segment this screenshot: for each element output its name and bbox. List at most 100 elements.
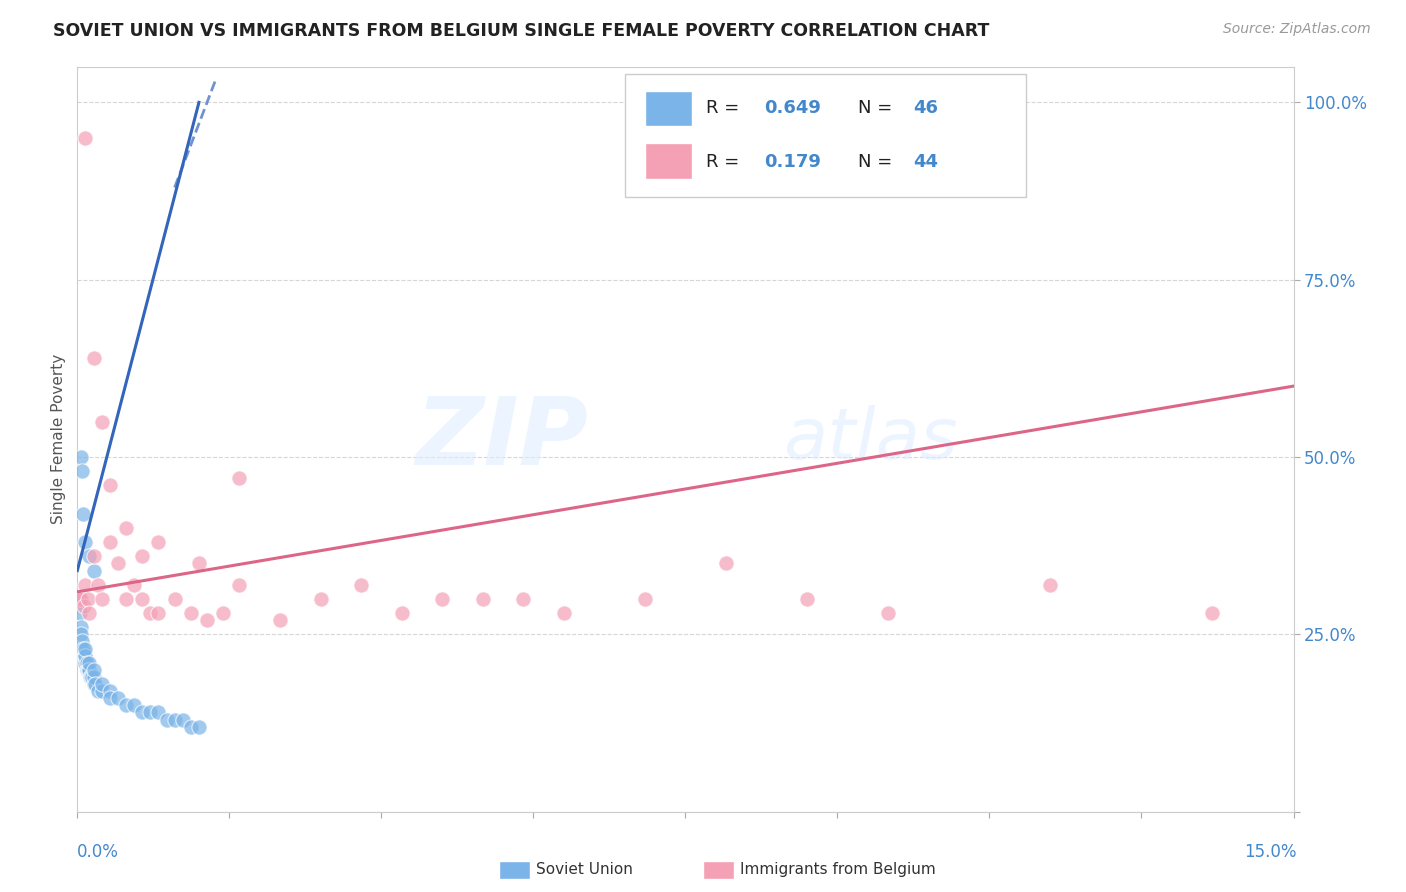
Point xyxy=(70,464,93,478)
Text: Immigrants from Belgium: Immigrants from Belgium xyxy=(740,863,935,877)
Point xyxy=(86,684,108,698)
Point xyxy=(228,578,250,592)
Point xyxy=(79,656,101,670)
Point xyxy=(76,663,98,677)
Point xyxy=(1201,606,1223,620)
Point xyxy=(83,677,105,691)
Point xyxy=(309,591,332,606)
Point xyxy=(76,656,98,670)
Point xyxy=(83,670,105,684)
Point xyxy=(195,613,218,627)
Point xyxy=(115,591,138,606)
Point xyxy=(269,613,291,627)
Point xyxy=(86,578,108,592)
Y-axis label: Single Female Poverty: Single Female Poverty xyxy=(51,354,66,524)
Point xyxy=(75,656,97,670)
Text: 15.0%: 15.0% xyxy=(1244,843,1296,861)
Point xyxy=(115,698,138,713)
Text: 0.0%: 0.0% xyxy=(77,843,120,861)
Point xyxy=(512,591,534,606)
Point xyxy=(90,591,112,606)
Point xyxy=(188,557,211,571)
Point xyxy=(212,606,235,620)
Point xyxy=(90,677,112,691)
Point xyxy=(73,648,96,663)
Point xyxy=(69,620,91,634)
Point xyxy=(73,648,96,663)
Point xyxy=(75,648,97,663)
Text: R =: R = xyxy=(706,99,745,117)
Point xyxy=(70,627,93,641)
Point xyxy=(155,713,177,727)
Text: SOVIET UNION VS IMMIGRANTS FROM BELGIUM SINGLE FEMALE POVERTY CORRELATION CHART: SOVIET UNION VS IMMIGRANTS FROM BELGIUM … xyxy=(53,22,990,40)
Point xyxy=(79,670,101,684)
Text: 0.649: 0.649 xyxy=(765,99,821,117)
Point xyxy=(115,521,138,535)
Point xyxy=(83,549,105,564)
Point xyxy=(79,663,101,677)
Point xyxy=(80,670,103,684)
Point xyxy=(69,591,91,606)
Point xyxy=(148,606,170,620)
Point xyxy=(122,578,145,592)
Point xyxy=(79,549,101,564)
Point xyxy=(634,591,657,606)
Text: R =: R = xyxy=(706,153,751,171)
Point xyxy=(75,535,97,549)
Point xyxy=(1039,578,1062,592)
Point xyxy=(228,471,250,485)
Text: N =: N = xyxy=(858,99,898,117)
Point xyxy=(69,606,91,620)
Text: Source: ZipAtlas.com: Source: ZipAtlas.com xyxy=(1223,22,1371,37)
Point xyxy=(90,684,112,698)
Text: Soviet Union: Soviet Union xyxy=(536,863,633,877)
Point xyxy=(131,706,153,720)
Point xyxy=(139,606,162,620)
Point xyxy=(188,720,211,734)
Point xyxy=(180,720,202,734)
Point xyxy=(131,591,153,606)
Point xyxy=(76,663,98,677)
Point xyxy=(80,670,103,684)
Point xyxy=(77,663,100,677)
Point xyxy=(163,713,186,727)
Point xyxy=(350,578,373,592)
Point xyxy=(98,684,121,698)
Point xyxy=(98,691,121,706)
Point xyxy=(67,591,90,606)
Point xyxy=(131,549,153,564)
Point xyxy=(471,591,494,606)
Point xyxy=(83,663,105,677)
Point xyxy=(70,591,93,606)
Point xyxy=(148,706,170,720)
Point xyxy=(79,606,101,620)
Point xyxy=(72,641,94,656)
Point xyxy=(148,535,170,549)
Point xyxy=(75,578,97,592)
Point xyxy=(714,557,737,571)
Bar xyxy=(645,143,692,178)
Point xyxy=(122,698,145,713)
Point xyxy=(877,606,900,620)
Point xyxy=(553,606,575,620)
Text: 44: 44 xyxy=(912,153,938,171)
Text: atlas: atlas xyxy=(783,405,957,474)
Text: 46: 46 xyxy=(912,99,938,117)
Bar xyxy=(645,91,692,127)
Point xyxy=(76,591,98,606)
Point xyxy=(391,606,413,620)
Point xyxy=(430,591,453,606)
Point xyxy=(98,478,121,492)
Point xyxy=(83,351,105,365)
Point xyxy=(83,564,105,578)
Text: ZIP: ZIP xyxy=(415,393,588,485)
Point xyxy=(139,706,162,720)
Point xyxy=(796,591,818,606)
Text: 0.179: 0.179 xyxy=(765,153,821,171)
Point xyxy=(163,591,186,606)
Point xyxy=(73,599,96,613)
Point xyxy=(98,535,121,549)
Point xyxy=(75,131,97,145)
Point xyxy=(180,606,202,620)
FancyBboxPatch shape xyxy=(624,74,1026,197)
